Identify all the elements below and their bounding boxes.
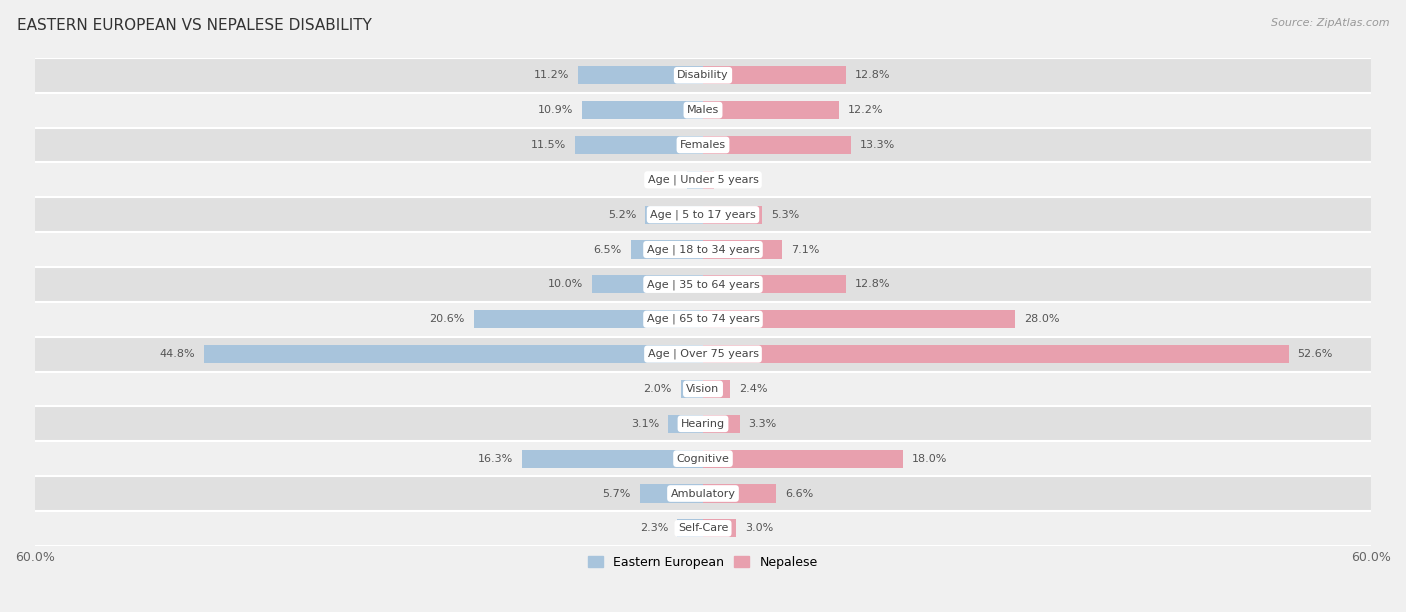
Legend: Eastern European, Nepalese: Eastern European, Nepalese	[583, 551, 823, 573]
Bar	[681, 380, 703, 398]
Bar	[703, 485, 776, 502]
Bar	[474, 310, 703, 328]
Text: Age | 65 to 74 years: Age | 65 to 74 years	[647, 314, 759, 324]
Bar	[703, 206, 762, 224]
Text: 12.2%: 12.2%	[848, 105, 883, 115]
Text: 3.0%: 3.0%	[745, 523, 773, 533]
Text: 20.6%: 20.6%	[429, 314, 465, 324]
Text: 7.1%: 7.1%	[792, 245, 820, 255]
Bar	[35, 406, 1371, 441]
Bar	[703, 345, 1289, 363]
Bar	[35, 337, 1371, 371]
Bar	[703, 310, 1015, 328]
Text: Females: Females	[681, 140, 725, 150]
Text: 1.4%: 1.4%	[650, 175, 679, 185]
Text: 12.8%: 12.8%	[855, 280, 890, 289]
Text: 3.3%: 3.3%	[748, 419, 778, 429]
Text: 0.97%: 0.97%	[723, 175, 758, 185]
Bar	[35, 92, 1371, 127]
Text: Age | 35 to 64 years: Age | 35 to 64 years	[647, 279, 759, 289]
Text: 2.4%: 2.4%	[738, 384, 768, 394]
Text: Disability: Disability	[678, 70, 728, 80]
Text: 5.2%: 5.2%	[607, 210, 636, 220]
Text: 13.3%: 13.3%	[860, 140, 896, 150]
Text: Ambulatory: Ambulatory	[671, 488, 735, 499]
Bar	[678, 520, 703, 537]
Text: Vision: Vision	[686, 384, 720, 394]
Bar	[703, 241, 782, 259]
Bar	[703, 66, 845, 84]
Text: Age | Under 5 years: Age | Under 5 years	[648, 174, 758, 185]
Bar	[575, 136, 703, 154]
Text: 6.5%: 6.5%	[593, 245, 621, 255]
Bar	[703, 101, 839, 119]
Text: 52.6%: 52.6%	[1298, 349, 1333, 359]
Text: 11.2%: 11.2%	[534, 70, 569, 80]
Bar	[582, 101, 703, 119]
Bar	[703, 450, 904, 468]
Bar	[592, 275, 703, 293]
Text: 12.8%: 12.8%	[855, 70, 890, 80]
Bar	[35, 476, 1371, 511]
Text: EASTERN EUROPEAN VS NEPALESE DISABILITY: EASTERN EUROPEAN VS NEPALESE DISABILITY	[17, 18, 371, 34]
Bar	[35, 232, 1371, 267]
Text: 16.3%: 16.3%	[478, 453, 513, 464]
Bar	[35, 197, 1371, 232]
Text: 6.6%: 6.6%	[786, 488, 814, 499]
Bar	[35, 511, 1371, 546]
Text: 10.9%: 10.9%	[537, 105, 572, 115]
Bar	[703, 415, 740, 433]
Text: Hearing: Hearing	[681, 419, 725, 429]
Text: 11.5%: 11.5%	[531, 140, 567, 150]
Bar	[688, 171, 703, 189]
Bar	[35, 267, 1371, 302]
Bar	[35, 441, 1371, 476]
Text: 18.0%: 18.0%	[912, 453, 948, 464]
Bar	[668, 415, 703, 433]
Bar	[703, 275, 845, 293]
Text: Age | 18 to 34 years: Age | 18 to 34 years	[647, 244, 759, 255]
Bar	[640, 485, 703, 502]
Bar	[631, 241, 703, 259]
Text: 10.0%: 10.0%	[547, 280, 582, 289]
Bar	[703, 136, 851, 154]
Text: 3.1%: 3.1%	[631, 419, 659, 429]
Text: Age | Over 75 years: Age | Over 75 years	[648, 349, 758, 359]
Text: Cognitive: Cognitive	[676, 453, 730, 464]
Text: 5.3%: 5.3%	[770, 210, 799, 220]
Bar	[35, 302, 1371, 337]
Text: 2.0%: 2.0%	[644, 384, 672, 394]
Bar	[35, 58, 1371, 92]
Bar	[703, 171, 714, 189]
Text: Self-Care: Self-Care	[678, 523, 728, 533]
Bar	[522, 450, 703, 468]
Text: Source: ZipAtlas.com: Source: ZipAtlas.com	[1271, 18, 1389, 28]
Bar	[645, 206, 703, 224]
Text: 44.8%: 44.8%	[160, 349, 195, 359]
Bar	[703, 380, 730, 398]
Bar	[204, 345, 703, 363]
Bar	[35, 162, 1371, 197]
Bar	[35, 127, 1371, 162]
Bar	[578, 66, 703, 84]
Text: 28.0%: 28.0%	[1024, 314, 1059, 324]
Text: Males: Males	[688, 105, 718, 115]
Text: Age | 5 to 17 years: Age | 5 to 17 years	[650, 209, 756, 220]
Bar	[35, 371, 1371, 406]
Text: 2.3%: 2.3%	[640, 523, 668, 533]
Text: 5.7%: 5.7%	[602, 488, 631, 499]
Bar	[703, 520, 737, 537]
